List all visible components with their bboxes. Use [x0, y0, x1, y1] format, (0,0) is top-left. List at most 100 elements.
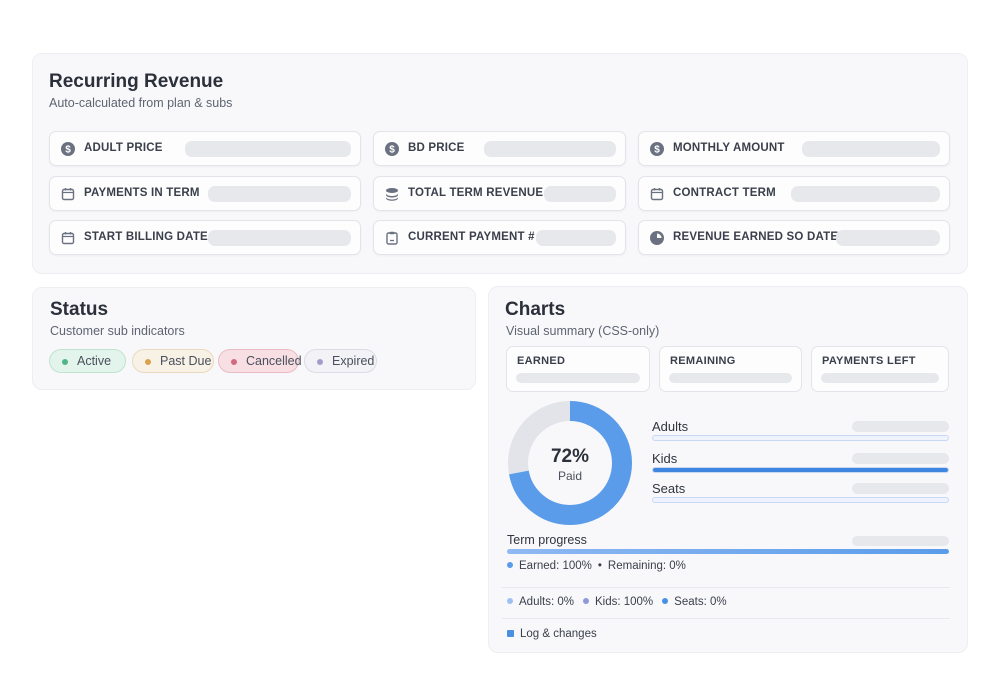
badge-label: Past Due — [160, 354, 212, 368]
log-label: Log & changes — [520, 628, 597, 640]
field-label: START BILLING DATE — [84, 231, 208, 243]
field-label: BD PRICE — [408, 142, 465, 154]
divider — [502, 587, 950, 588]
donut-percent: 72% — [550, 446, 590, 467]
status-dot — [317, 359, 323, 365]
field-total-term-revenue: TOTAL TERM REVENUE — [373, 176, 626, 211]
bar-track-adults — [652, 435, 949, 441]
seats-legend: Seats: 0% — [674, 596, 727, 608]
field-value — [185, 141, 351, 157]
status-dot — [145, 359, 151, 365]
pie-icon — [650, 231, 664, 245]
bar-label-kids: Kids — [652, 451, 678, 466]
field-revenue-earned-so-date: REVENUE EARNED SO DATE — [638, 220, 950, 255]
field-label: CONTRACT TERM — [673, 187, 776, 199]
field-value — [536, 230, 616, 246]
field-label: TOTAL TERM REVENUE — [408, 187, 544, 199]
paid-donut-chart — [508, 401, 632, 525]
kids-dot — [582, 598, 589, 604]
stat-remaining: REMAINING — [659, 346, 802, 392]
separator: • — [597, 560, 602, 572]
field-contract-term: CONTRACT TERM — [638, 176, 950, 211]
badge-label: Active — [77, 354, 112, 368]
term-legend: Earned: 100% • Remaining: 0% — [507, 560, 686, 572]
bar-label-seats: Seats — [652, 481, 686, 496]
field-current-payment: CURRENT PAYMENT # — [373, 220, 626, 255]
coins-stack-icon — [385, 187, 399, 201]
field-payments-in-term: PAYMENTS IN TERM — [49, 176, 361, 211]
status-badge-expired[interactable]: Expired — [304, 349, 377, 373]
field-adult-price: $ ADULT PRICE — [49, 131, 361, 166]
adults-legend: Adults: 0% — [519, 596, 574, 608]
field-label: REVENUE EARNED SO DATE — [673, 231, 839, 243]
status-badge-active[interactable]: Active — [49, 349, 126, 373]
bar-value — [852, 421, 949, 432]
donut-paid-arc — [508, 401, 632, 525]
badge-label: Expired — [332, 354, 375, 368]
term-progress-value — [852, 536, 949, 546]
bar-track-seats — [652, 497, 949, 503]
term-progress-fill — [507, 549, 949, 554]
stat-label: EARNED — [517, 355, 566, 367]
log-link[interactable]: Log & changes — [507, 628, 597, 640]
divider — [502, 618, 950, 619]
field-bd-price: $ BD PRICE — [373, 131, 626, 166]
status-badge-past-due[interactable]: Past Due — [132, 349, 214, 373]
field-value — [544, 186, 616, 202]
field-value — [802, 141, 940, 157]
calendar-icon — [61, 187, 75, 201]
seats-dot — [662, 598, 669, 604]
donut-caption: Paid — [557, 469, 583, 483]
dollar-icon: $ — [385, 142, 399, 156]
charts-subtitle: Visual summary (CSS-only) — [506, 324, 660, 338]
status-badge-cancelled[interactable]: Cancelled — [218, 349, 302, 373]
stat-payments-left: PAYMENTS LEFT — [811, 346, 949, 392]
calendar-icon — [61, 231, 75, 245]
field-label: PAYMENTS IN TERM — [84, 187, 200, 199]
status-dot — [62, 359, 68, 365]
earned-dot — [507, 562, 513, 568]
kids-legend: Kids: 100% — [594, 596, 654, 608]
stat-value — [669, 373, 792, 383]
field-label: CURRENT PAYMENT # — [408, 231, 535, 243]
term-progress-track — [507, 549, 949, 554]
charts-title: Charts — [505, 299, 566, 320]
clipboard-icon — [385, 231, 399, 245]
stat-label: REMAINING — [670, 355, 736, 367]
recurring-revenue-subtitle: Auto-calculated from plan & subs — [49, 96, 233, 110]
bar-value — [852, 483, 949, 494]
field-value — [208, 230, 351, 246]
stat-label: PAYMENTS LEFT — [822, 355, 916, 367]
field-value — [836, 230, 940, 246]
term-progress-label: Term progress — [507, 533, 587, 547]
adults-dot — [507, 598, 513, 604]
dollar-icon: $ — [650, 142, 664, 156]
bar-label-adults: Adults — [652, 419, 689, 434]
bar-fill — [653, 468, 948, 472]
recurring-revenue-title: Recurring Revenue — [49, 71, 224, 92]
field-value — [791, 186, 940, 202]
svg-text:$: $ — [65, 145, 71, 156]
bar-track-kids — [652, 467, 949, 473]
field-start-billing-date: START BILLING DATE — [49, 220, 361, 255]
field-value — [484, 141, 616, 157]
status-subtitle: Customer sub indicators — [50, 324, 185, 338]
field-value — [208, 186, 351, 202]
status-dot — [231, 359, 237, 365]
bar-value — [852, 453, 949, 464]
svg-text:$: $ — [654, 145, 660, 156]
field-label: MONTHLY AMOUNT — [673, 142, 785, 154]
calendar-icon — [650, 187, 664, 201]
earned-legend: Earned: 100% — [519, 560, 592, 572]
stat-value — [821, 373, 939, 383]
log-icon — [507, 630, 514, 637]
field-monthly-amount: $ MONTHLY AMOUNT — [638, 131, 950, 166]
breakdown-legend: Adults: 0% Kids: 100% Seats: 0% — [507, 596, 727, 608]
status-title: Status — [50, 299, 109, 320]
badge-label: Cancelled — [246, 354, 302, 368]
svg-text:$: $ — [389, 145, 395, 156]
field-label: ADULT PRICE — [84, 142, 163, 154]
stat-value — [516, 373, 640, 383]
dollar-icon: $ — [61, 142, 75, 156]
remaining-legend: Remaining: 0% — [607, 560, 686, 572]
